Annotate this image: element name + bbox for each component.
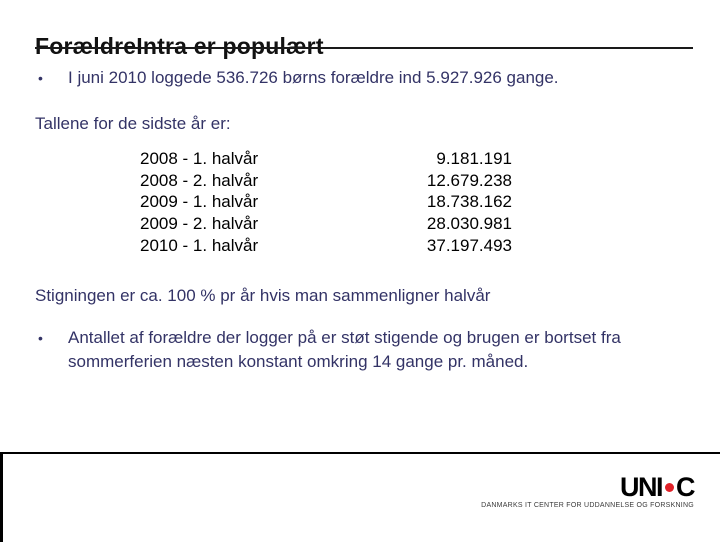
page-title: ForældreIntra er populært — [35, 33, 324, 60]
period-label: 2010 - 1. halvår — [140, 235, 259, 255]
period-value: 18.738.162 — [426, 192, 512, 212]
logo-text-uni: UNI — [620, 472, 664, 502]
logo-tagline: DANMARKS IT CENTER FOR UDDANNELSE OG FOR… — [481, 502, 694, 509]
bullet-icon: • — [38, 330, 43, 346]
bullet-text: Antallet af forældre der logger på er st… — [68, 328, 621, 371]
title-underline — [35, 47, 693, 49]
red-dot-icon — [665, 483, 674, 493]
table-row: 2008 - 1. halvår 9.181.191 — [140, 148, 512, 170]
footer-band: UNI C DANMARKS IT CENTER FOR UDDANNELSE O… — [0, 452, 720, 542]
unic-logo: UNI C DANMARKS IT CENTER FOR UDDANNELSE O… — [481, 472, 696, 510]
bullet-icon: • — [38, 70, 43, 86]
bullet-item-usage-trend: • Antallet af forældre der logger på er … — [38, 326, 658, 374]
period-value: 9.181.191 — [436, 149, 512, 168]
halfyear-stats-table: 2008 - 1. halvår 9.181.191 2008 - 2. hal… — [140, 148, 512, 257]
table-row: 2009 - 1. halvår 18.738.162 — [140, 191, 512, 213]
stats-intro-line: Tallene for de sidste år er: — [35, 114, 231, 133]
unic-logo-wordmark: UNI C — [481, 472, 696, 502]
period-label: 2009 - 2. halvår — [140, 214, 259, 234]
table-row: 2009 - 2. halvår 28.030.981 — [140, 213, 512, 235]
period-label: 2008 - 2. halvår — [140, 170, 259, 190]
period-value: 12.679.238 — [426, 170, 512, 190]
logo-text-c: C — [676, 472, 696, 502]
bullet-text: I juni 2010 loggede 536.726 børns foræld… — [68, 68, 559, 87]
table-row: 2008 - 2. halvår 12.679.238 — [140, 170, 512, 192]
period-label: 2009 - 1. halvår — [140, 192, 259, 212]
bullet-item-login-stats: • I juni 2010 loggede 536.726 børns foræ… — [38, 66, 668, 90]
period-label: 2008 - 1. halvår — [140, 149, 259, 168]
table-row: 2010 - 1. halvår 37.197.493 — [140, 235, 512, 257]
growth-summary-line: Stigningen er ca. 100 % pr år hvis man s… — [35, 286, 491, 305]
period-value: 28.030.981 — [426, 214, 512, 234]
period-value: 37.197.493 — [426, 235, 512, 255]
